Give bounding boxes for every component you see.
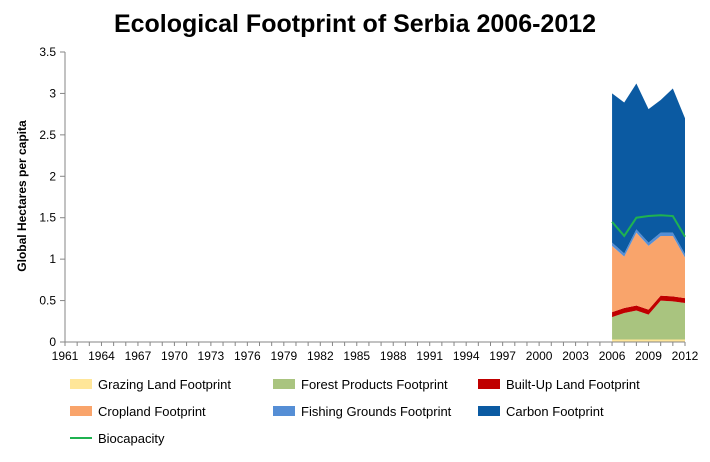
x-tick-label: 1970 [161, 349, 188, 363]
plot-area [611, 83, 686, 342]
legend-swatch [273, 379, 295, 389]
legend: Grazing Land Footprint Forest Products Fo… [70, 377, 640, 446]
legend-label: Biocapacity [98, 431, 165, 446]
x-tick-label: 1964 [88, 349, 115, 363]
legend-label: Cropland Footprint [98, 404, 206, 419]
legend-swatch [70, 379, 92, 389]
line-series-biocapacity [611, 214, 686, 238]
y-axis-label: Global Hectares per capita [15, 120, 29, 272]
x-tick-label: 1997 [489, 349, 516, 363]
y-tick-label: 1 [49, 252, 56, 266]
y-axis: 0 0.5 1 1.5 2 2.5 3 3.5 [39, 45, 66, 349]
x-tick-label: 2000 [526, 349, 553, 363]
x-tick-label: 1976 [234, 349, 261, 363]
legend-label: Forest Products Footprint [301, 377, 448, 392]
x-tick-label: 2003 [562, 349, 589, 363]
y-tick-label: 2 [49, 169, 56, 183]
y-tick-label: 1.5 [39, 211, 56, 225]
legend-label: Fishing Grounds Footprint [301, 404, 452, 419]
y-tick-label: 3.5 [39, 45, 56, 59]
legend-label: Built-Up Land Footprint [506, 377, 640, 392]
legend-item: Built-Up Land Footprint [478, 377, 640, 392]
y-tick-label: 3 [49, 86, 56, 100]
area-series-3 [612, 232, 685, 313]
legend-item: Cropland Footprint [70, 404, 206, 419]
area-series-2 [612, 295, 685, 318]
x-tick-label: 1979 [270, 349, 297, 363]
x-tick-label: 1991 [416, 349, 443, 363]
legend-swatch [273, 406, 295, 416]
legend-swatch [70, 406, 92, 416]
x-tick-label: 1994 [453, 349, 480, 363]
y-tick-label: 0 [49, 335, 56, 349]
legend-swatch [478, 379, 500, 389]
legend-label: Grazing Land Footprint [98, 377, 231, 392]
legend-item: Carbon Footprint [478, 404, 604, 419]
chart-title: Ecological Footprint of Serbia 2006-2012 [114, 10, 596, 38]
legend-label: Carbon Footprint [506, 404, 604, 419]
area-series-1 [612, 300, 685, 340]
x-tick-label: 1985 [343, 349, 370, 363]
x-tick-label: 2006 [599, 349, 626, 363]
x-tick-label: 1973 [198, 349, 225, 363]
legend-swatch [478, 406, 500, 416]
x-axis: 1961 1964 1967 1970 1973 1976 1979 1982 1985 1988… [52, 341, 699, 363]
legend-item: Grazing Land Footprint [70, 377, 231, 392]
area-series-5 [612, 83, 685, 255]
y-tick-label: 2.5 [39, 128, 56, 142]
y-tick-label: 0.5 [39, 294, 56, 308]
legend-item: Fishing Grounds Footprint [273, 404, 452, 419]
x-tick-label: 1961 [52, 349, 79, 363]
x-tick-label: 1967 [125, 349, 152, 363]
area-series-4 [612, 229, 685, 258]
x-tick-label: 2009 [635, 349, 662, 363]
x-tick-label: 2012 [672, 349, 699, 363]
legend-item: Forest Products Footprint [273, 377, 448, 392]
legend-item: Biocapacity [70, 431, 165, 446]
area-series-0 [612, 339, 685, 342]
x-tick-label: 1988 [380, 349, 407, 363]
x-tick-label: 1982 [307, 349, 334, 363]
